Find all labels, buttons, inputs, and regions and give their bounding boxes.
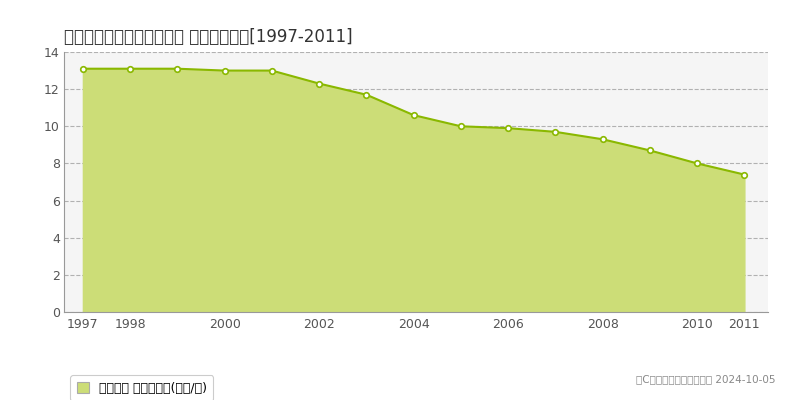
Point: [77, 66, 90, 72]
Legend: 基準地価 平均坪単価(万円/坪): 基準地価 平均坪単価(万円/坪): [70, 376, 214, 400]
Point: [549, 129, 562, 135]
Point: [502, 125, 514, 131]
Point: [690, 160, 703, 167]
Text: （C）土地価格ドットコム 2024-10-05: （C）土地価格ドットコム 2024-10-05: [637, 374, 776, 384]
Point: [218, 67, 231, 74]
Point: [643, 147, 656, 154]
Point: [360, 92, 373, 98]
Point: [454, 123, 467, 130]
Point: [171, 66, 184, 72]
Point: [738, 171, 750, 178]
Point: [596, 136, 609, 142]
Point: [313, 80, 326, 87]
Text: 広島市安佐北区白木町井原 基準地価推移[1997-2011]: 広島市安佐北区白木町井原 基準地価推移[1997-2011]: [64, 28, 353, 46]
Point: [407, 112, 420, 118]
Point: [266, 67, 278, 74]
Point: [124, 66, 137, 72]
